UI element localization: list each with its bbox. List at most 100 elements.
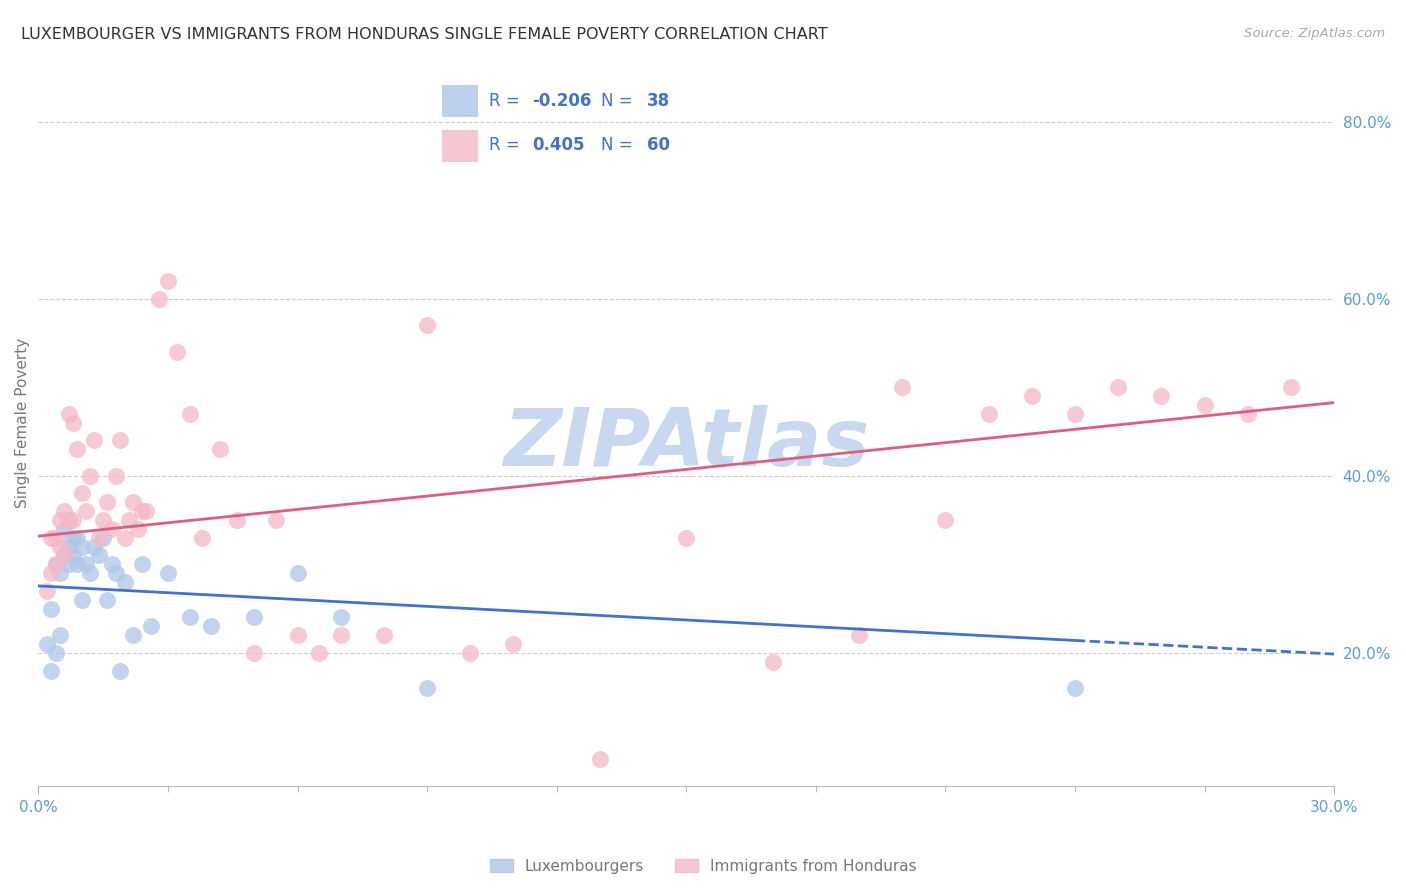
Point (45, 558, 67, 572)
Point (53, 504, 76, 518)
Point (329, 610, 352, 624)
Point (114, 574, 136, 589)
Point (87, 531, 110, 545)
Point (100, 522, 122, 536)
Point (416, 681, 439, 696)
Point (91, 513, 114, 527)
Point (208, 442, 231, 457)
Point (226, 513, 249, 527)
Point (62, 549, 84, 563)
Point (66, 558, 89, 572)
Point (49, 513, 72, 527)
Point (66, 442, 89, 457)
Point (1236, 407, 1258, 421)
Point (100, 558, 122, 572)
Point (458, 646, 481, 660)
Y-axis label: Single Female Poverty: Single Female Poverty (15, 337, 30, 508)
Point (139, 619, 162, 633)
Point (105, 566, 128, 581)
Point (53, 549, 76, 563)
Point (135, 504, 157, 518)
Point (58, 407, 80, 421)
Legend: Luxembourgers, Immigrants from Honduras: Luxembourgers, Immigrants from Honduras (484, 853, 922, 880)
Point (79, 566, 101, 581)
Point (114, 531, 136, 545)
Point (156, 566, 179, 581)
Point (122, 495, 145, 509)
Point (110, 434, 132, 448)
Point (96, 592, 118, 607)
Point (127, 522, 149, 536)
Point (762, 655, 785, 669)
Point (83, 434, 105, 448)
Point (96, 495, 118, 509)
Point (53, 549, 76, 563)
Point (191, 531, 214, 545)
Point (675, 531, 697, 545)
Point (118, 513, 141, 527)
Point (131, 504, 153, 518)
Point (416, 318, 439, 333)
Point (39, 566, 62, 581)
Point (589, 752, 612, 766)
Point (45, 531, 67, 545)
Point (329, 628, 352, 642)
Point (58, 558, 80, 572)
Point (91, 531, 114, 545)
Point (62, 513, 84, 527)
Point (308, 646, 330, 660)
Point (1064, 407, 1087, 421)
Text: Source: ZipAtlas.com: Source: ZipAtlas.com (1244, 27, 1385, 40)
Point (179, 610, 201, 624)
Point (39, 531, 62, 545)
Point (62, 531, 84, 545)
Point (156, 274, 179, 288)
Point (1064, 681, 1087, 696)
Point (83, 540, 105, 554)
Point (122, 628, 145, 642)
Point (1150, 389, 1173, 403)
Point (110, 664, 132, 678)
Point (200, 619, 222, 633)
Point (264, 513, 287, 527)
Point (45, 646, 67, 660)
Point (75, 558, 97, 572)
Point (1279, 380, 1302, 394)
Point (79, 468, 101, 483)
Point (1107, 380, 1129, 394)
Point (848, 628, 870, 642)
Point (1021, 389, 1043, 403)
Point (287, 628, 309, 642)
Point (105, 468, 128, 483)
Point (53, 522, 76, 536)
Point (166, 344, 188, 359)
Point (49, 540, 72, 554)
Point (49, 566, 72, 581)
Point (87, 549, 110, 563)
Point (179, 407, 201, 421)
Point (502, 637, 524, 651)
Point (58, 540, 80, 554)
Point (70, 592, 93, 607)
Point (243, 646, 266, 660)
Point (891, 380, 914, 394)
Point (70, 540, 93, 554)
Point (373, 628, 395, 642)
Point (66, 531, 89, 545)
Point (58, 513, 80, 527)
Point (75, 504, 97, 518)
Point (39, 601, 62, 615)
Point (70, 486, 93, 500)
Point (934, 513, 956, 527)
Text: ZIPAtlas: ZIPAtlas (503, 406, 869, 483)
Point (131, 558, 153, 572)
Point (45, 558, 67, 572)
Point (49, 628, 72, 642)
Point (287, 566, 309, 581)
Point (35, 583, 58, 598)
Point (977, 407, 1000, 421)
Point (35, 637, 58, 651)
Point (62, 416, 84, 430)
Point (1194, 398, 1216, 412)
Text: LUXEMBOURGER VS IMMIGRANTS FROM HONDURAS SINGLE FEMALE POVERTY CORRELATION CHART: LUXEMBOURGER VS IMMIGRANTS FROM HONDURAS… (21, 27, 828, 42)
